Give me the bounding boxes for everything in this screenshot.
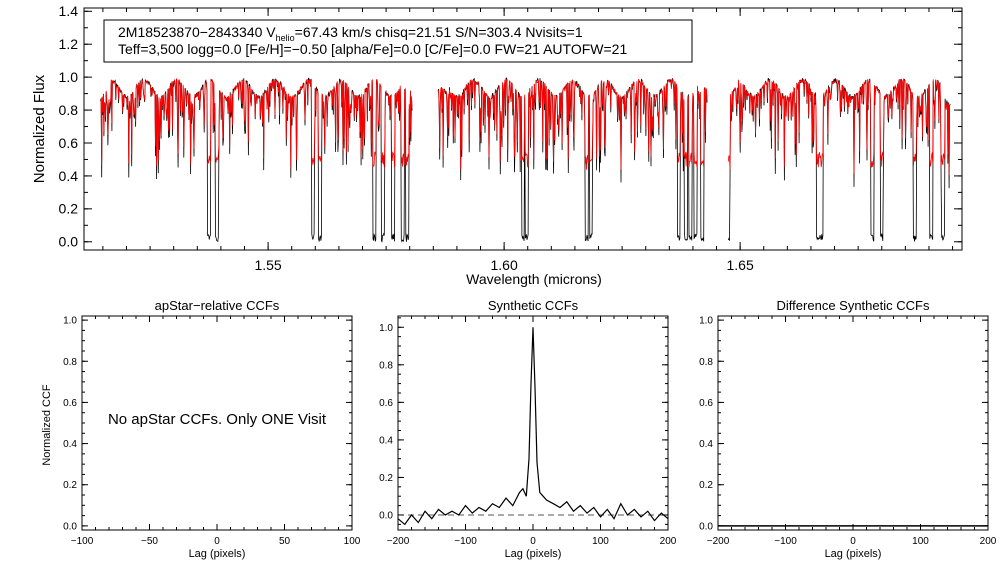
y-tick-label: 1.0: [379, 323, 393, 334]
synthetic-xlabel: Lag (pixels): [505, 548, 562, 560]
y-tick-label: 1.2: [59, 36, 79, 52]
x-tick-label: 1.60: [490, 257, 517, 273]
x-tick-label: −50: [141, 536, 158, 547]
spectrum-ticks: 1.55 1.60 1.65 0.0 0.2 0.4 0.6 0.8 1.0 1.2 1.4: [59, 3, 962, 273]
y-tick-label: 0.4: [59, 168, 79, 184]
x-tick-label: 0: [214, 536, 220, 547]
synthetic-traces: [397, 327, 669, 526]
y-tick-label: 0.2: [63, 480, 77, 491]
synthetic-ccf-line: [397, 327, 669, 526]
difference-title: Difference Synthetic CCFs: [777, 298, 930, 313]
y-tick-label: 0.0: [63, 521, 77, 532]
difference-ticks: −200 −100 0 100 200 0.0 0.2 0.4 0.6 0.8 1.0: [699, 316, 997, 547]
x-tick-label: −200: [707, 536, 730, 547]
y-tick-label: 0.6: [59, 135, 79, 151]
synthetic-title: Synthetic CCFs: [488, 298, 579, 313]
x-tick-label: 0: [850, 536, 856, 547]
x-tick-label: 1.55: [254, 257, 281, 273]
x-tick-label: −100: [454, 536, 477, 547]
y-tick-label: 0.4: [379, 435, 393, 446]
y-tick-label: 1.0: [699, 316, 713, 327]
spectrum-title-line-1: 2M18523870−2843340 Vhelio=67.43 km/s chi…: [118, 24, 583, 43]
y-tick-label: 0.6: [63, 398, 77, 409]
apstar-ylabel: Normalized CCF: [41, 384, 53, 466]
spectrum-title-line-2: Teff=3,500 logg=0.0 [Fe/H]=−0.50 [alpha/…: [118, 41, 627, 57]
x-tick-label: 100: [344, 536, 361, 547]
y-tick-label: 0.2: [699, 480, 713, 491]
x-tick-label: 1.65: [727, 257, 754, 273]
y-tick-label: 1.4: [59, 3, 79, 19]
apstar-ccf-panel: −100 −50 0 50 100 0.0 0.2 0.4 0.6 0.8 1.0 apStar−r…: [41, 298, 361, 560]
x-tick-label: 200: [980, 536, 997, 547]
spectrum-model-line: [727, 78, 951, 175]
spectrum-panel: 1.55 1.60 1.65 0.0 0.2 0.4 0.6 0.8 1.0 1.2 1.4 2M1…: [31, 3, 963, 287]
apstar-xlabel: Lag (pixels): [189, 548, 246, 560]
y-tick-label: 0.8: [379, 360, 393, 371]
spectrum-model-line: [437, 78, 708, 170]
x-tick-label: −100: [774, 536, 797, 547]
spectrum-ylabel: Normalized Flux: [31, 74, 48, 183]
spectrum-info-box: [103, 19, 693, 63]
synthetic-ccf-panel: −200 −100 0 100 200 0.0 0.2 0.4 0.6 0.8 1.0 Synthe…: [379, 298, 677, 560]
y-tick-label: 0.8: [699, 357, 713, 368]
spectrum-plot-frame: [83, 7, 963, 251]
y-tick-label: 0.0: [699, 521, 713, 532]
apstar-ticks: −100 −50 0 50 100 0.0 0.2 0.4 0.6 0.8 1.0: [63, 316, 361, 547]
x-tick-label: 50: [279, 536, 291, 547]
spectrum-model-line: [100, 77, 413, 168]
apstar-title: apStar−relative CCFs: [155, 298, 280, 313]
y-tick-label: 0.4: [699, 439, 713, 450]
x-tick-label: 100: [592, 536, 609, 547]
y-tick-label: 0.0: [59, 234, 79, 250]
x-tick-label: 200: [660, 536, 677, 547]
y-tick-label: 0.6: [699, 398, 713, 409]
y-tick-label: 1.0: [59, 69, 79, 85]
synthetic-ticks: −200 −100 0 100 200 0.0 0.2 0.4 0.6 0.8 1.0: [379, 316, 677, 547]
spectrum-traces: [100, 77, 951, 243]
x-tick-label: 100: [912, 536, 929, 547]
x-tick-label: 0: [530, 536, 536, 547]
y-tick-label: 0.8: [59, 102, 79, 118]
spectrum-xlabel: Wavelength (microns): [466, 271, 602, 287]
x-tick-label: −100: [71, 536, 94, 547]
apstar-no-data-message: No apStar CCFs. Only ONE Visit: [108, 411, 327, 428]
y-tick-label: 0.4: [63, 439, 77, 450]
y-tick-label: 0.0: [379, 510, 393, 521]
y-tick-label: 0.2: [59, 201, 79, 217]
y-tick-label: 0.2: [379, 473, 393, 484]
y-tick-label: 0.6: [379, 398, 393, 409]
difference-xlabel: Lag (pixels): [825, 548, 882, 560]
y-tick-label: 0.8: [63, 357, 77, 368]
y-tick-label: 1.0: [63, 316, 77, 327]
difference-ccf-panel: −200 −100 0 100 200 0.0 0.2 0.4 0.6 0.8 1.0 Differ…: [699, 298, 997, 560]
x-tick-label: −200: [387, 536, 410, 547]
